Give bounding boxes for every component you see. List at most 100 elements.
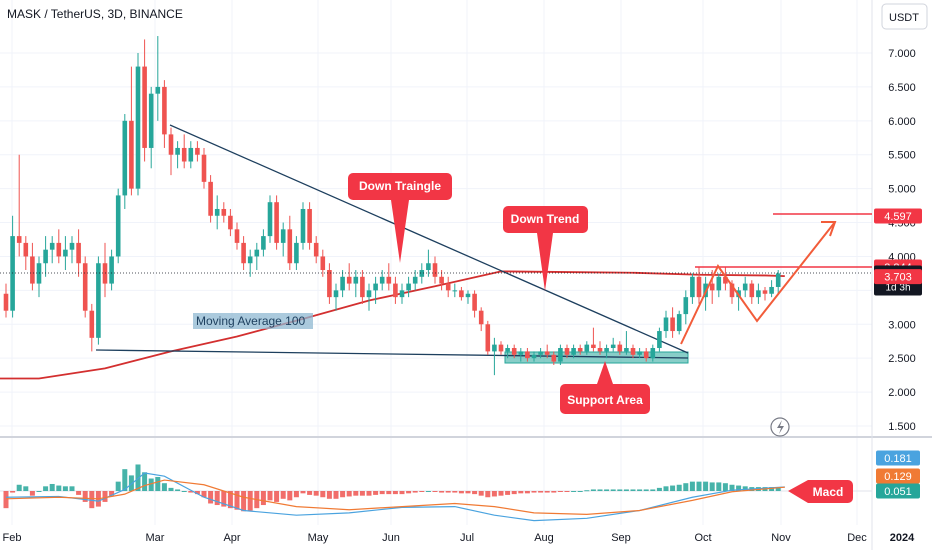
- macd-histogram-bar: [399, 491, 405, 495]
- candle-body: [10, 236, 15, 311]
- currency-button-label: USDT: [889, 12, 919, 24]
- candle-body: [214, 208, 220, 216]
- x-tick-label: Aug: [534, 532, 554, 544]
- macd-histogram-bar: [524, 491, 530, 494]
- macd-histogram-bar: [359, 491, 365, 496]
- macd-histogram-bar: [142, 472, 148, 491]
- support-area-callout[interactable]: Support Area: [560, 361, 650, 414]
- pane-divider[interactable]: [0, 436, 932, 438]
- candle-body: [551, 354, 557, 362]
- candle-body: [399, 290, 405, 298]
- down-trend-callout-shape: [503, 206, 588, 291]
- y-tick-label: 1.500: [888, 421, 916, 433]
- macd-tags: 0.181 0.129 0.051: [876, 450, 920, 499]
- candle-body: [518, 351, 524, 355]
- currency-button[interactable]: USDT: [881, 3, 928, 30]
- lightning-icon[interactable]: [770, 417, 790, 437]
- candle-body: [162, 86, 167, 135]
- candle-body: [280, 229, 286, 243]
- macd-histogram-bar: [89, 491, 95, 509]
- candle-body: [670, 317, 675, 332]
- candle-body: [775, 273, 781, 287]
- support-area-callout-shape: [560, 361, 650, 414]
- macd-histogram-bar: [419, 491, 425, 492]
- candle-body: [175, 147, 180, 155]
- candle-body: [188, 147, 194, 162]
- candle-body: [478, 310, 484, 325]
- candle-body: [307, 208, 312, 243]
- macd-histogram-bar: [313, 491, 319, 496]
- macd-histogram-bar: [221, 491, 227, 507]
- macd-histogram-bar: [498, 491, 504, 496]
- macd-histogram-bar: [472, 491, 478, 495]
- candle-body: [274, 202, 279, 243]
- candle-body: [115, 195, 121, 257]
- candle-body: [511, 348, 517, 355]
- macd-histogram-bar: [36, 491, 42, 492]
- down-triangle-callout-shape: [348, 173, 452, 263]
- macd-histogram-bar: [518, 491, 524, 494]
- candle-body: [459, 290, 464, 298]
- macd-histogram-bar: [623, 489, 629, 491]
- macd-histogram-bar: [208, 491, 214, 504]
- candlestick-series: [3, 36, 781, 376]
- price-tag-text: 3.703: [884, 272, 912, 284]
- down-triangle-lower-line[interactable]: [95, 349, 689, 359]
- candle-body: [617, 344, 623, 352]
- macd-histogram-bar: [366, 491, 372, 496]
- macd-histogram-bar: [148, 478, 154, 491]
- x-tick-label: Jul: [460, 532, 474, 544]
- macd-histogram-bar: [260, 491, 266, 506]
- candle-body: [353, 276, 359, 284]
- macd-histogram-bar: [769, 487, 775, 491]
- candle-body: [465, 293, 471, 298]
- projection-path[interactable]: [680, 221, 836, 345]
- macd-histogram-bar: [670, 485, 676, 491]
- macd-histogram-bar: [505, 491, 511, 495]
- down-trend-callout[interactable]: Down Trend: [503, 206, 588, 291]
- candle-body: [769, 286, 774, 294]
- time-axis[interactable]: Feb Mar Apr May Jun Jul Aug Sep Oct Nov Dec 2024: [3, 532, 916, 544]
- candle-body: [505, 348, 510, 352]
- down-triangle-callout[interactable]: Down Traingle: [348, 173, 452, 263]
- x-tick-label: Nov: [771, 532, 791, 544]
- candle-body: [148, 93, 154, 148]
- macd-histogram-bar: [267, 491, 273, 501]
- candle-body: [89, 310, 95, 338]
- macd-histogram-bar: [650, 489, 656, 491]
- macd-histogram-bar: [320, 491, 326, 498]
- candle-body: [749, 283, 755, 298]
- macd-histogram-bar: [82, 491, 88, 502]
- macd-tag-bg: [876, 450, 920, 466]
- candle-body: [591, 344, 596, 349]
- candle-body: [544, 351, 550, 355]
- x-tick-label: Sep: [611, 532, 631, 544]
- macd-histogram-bar: [247, 491, 253, 511]
- candle-body: [472, 293, 477, 311]
- macd-histogram-bar: [234, 491, 240, 510]
- macd-histogram-bar: [346, 491, 352, 497]
- moving-average-label-box[interactable]: Moving Average 100: [193, 313, 313, 329]
- macd-histogram-bar: [115, 481, 121, 491]
- candle-body: [445, 283, 451, 291]
- macd-histogram-bar: [557, 491, 563, 492]
- macd-histogram-bar: [76, 491, 82, 495]
- candle-body: [663, 317, 669, 332]
- macd-tag-bg: [876, 468, 920, 484]
- y-tick-label: 2.500: [888, 353, 916, 365]
- macd-histogram-bar: [122, 469, 128, 491]
- down-triangle-upper-line[interactable]: [169, 124, 689, 354]
- candle-body: [208, 181, 213, 216]
- macd-histogram-bar: [135, 464, 141, 491]
- macd-histogram-bar: [340, 491, 346, 498]
- price-tag-bg: [874, 208, 922, 224]
- macd-histogram-bar: [465, 491, 471, 494]
- macd-histogram-bar: [194, 491, 200, 495]
- candle-body: [762, 290, 768, 294]
- candle-body: [690, 276, 695, 298]
- candle-body: [76, 242, 81, 264]
- candle-body: [346, 276, 352, 284]
- macd-histogram-bar: [49, 483, 55, 491]
- macd-callout[interactable]: Macd: [788, 480, 853, 503]
